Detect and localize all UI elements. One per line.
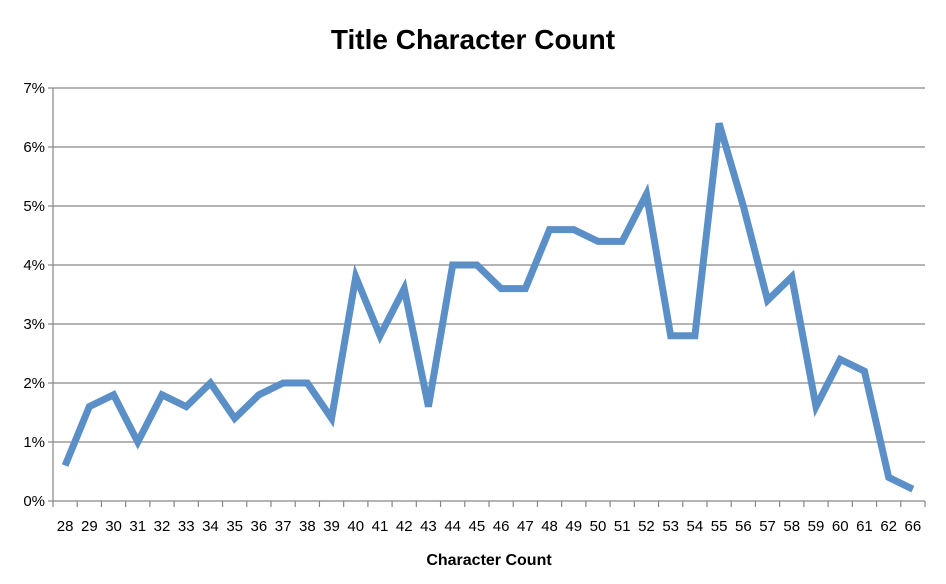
x-tick-label: 47 (517, 518, 534, 535)
x-tick-label: 31 (129, 518, 146, 535)
series-line (61, 122, 915, 493)
x-tick-label: 49 (565, 518, 582, 535)
x-tick-label: 66 (905, 518, 922, 535)
chart-title: Title Character Count (331, 24, 615, 55)
x-tick-label: 56 (735, 518, 752, 535)
y-tick-label: 3% (23, 316, 45, 333)
x-tick-label: 48 (541, 518, 558, 535)
x-tick-label: 30 (105, 518, 122, 535)
x-axis-title: Character Count (426, 552, 552, 569)
x-tick-label: 43 (420, 518, 437, 535)
x-tick-label: 62 (880, 518, 897, 535)
x-tick-label: 59 (808, 518, 825, 535)
x-tick-label: 54 (687, 518, 704, 535)
x-tick-label: 52 (638, 518, 655, 535)
x-tick-label: 51 (614, 518, 631, 535)
y-tick-label: 2% (23, 375, 45, 392)
x-tick-label: 34 (202, 518, 219, 535)
x-tick-label: 50 (590, 518, 607, 535)
gridlines (53, 87, 925, 443)
x-tick-label: 57 (759, 518, 776, 535)
x-tick-label: 36 (251, 518, 268, 535)
x-tick-label: 41 (372, 518, 389, 535)
x-tick-label: 33 (178, 518, 195, 535)
y-tick-label: 7% (23, 80, 45, 97)
x-tick-label: 40 (347, 518, 364, 535)
x-tick-label: 58 (783, 518, 800, 535)
x-tick-label: 29 (81, 518, 98, 535)
x-tick-label: 32 (154, 518, 171, 535)
x-tick-label: 42 (396, 518, 413, 535)
y-tick-label: 5% (23, 198, 45, 215)
x-tick-label: 53 (662, 518, 679, 535)
y-tick-label: 6% (23, 139, 45, 156)
x-tick-label: 46 (493, 518, 510, 535)
x-tick-label: 61 (856, 518, 873, 535)
x-tick-label: 45 (469, 518, 486, 535)
x-tick-label: 38 (299, 518, 316, 535)
y-tick-label: 4% (23, 257, 45, 274)
x-tick-label: 55 (711, 518, 728, 535)
y-axis-ticks: 0% 1% 2% 3% 4% 5% 6% 7% (23, 80, 54, 510)
x-tick-label: 60 (832, 518, 849, 535)
x-tick-label: 28 (57, 518, 74, 535)
y-tick-label: 0% (23, 493, 45, 510)
x-tick-label: 44 (444, 518, 461, 535)
y-tick-label: 1% (23, 434, 45, 451)
x-tick-label: 37 (275, 518, 292, 535)
x-axis-ticks: 28 29 30 31 32 33 34 35 36 37 38 39 40 41 42 43 44 45 46 47… (52, 501, 926, 535)
x-tick-label: 39 (323, 518, 340, 535)
x-tick-label: 35 (226, 518, 243, 535)
